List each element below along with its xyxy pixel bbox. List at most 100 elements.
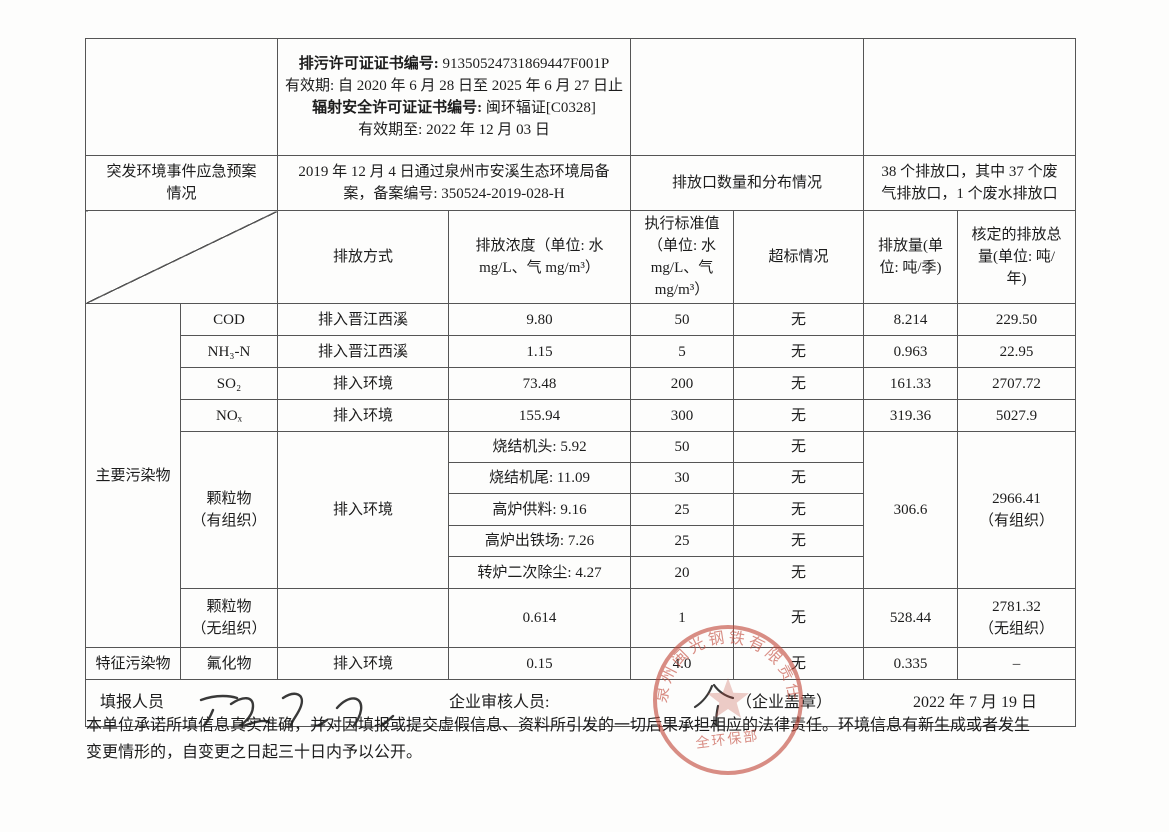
discharge-method-cell: 排入环境 (277, 647, 449, 680)
radiation-validity-line: 有效期至: 2022 年 12 月 03 日 (358, 122, 550, 138)
unorganized-particulate-label: 颗粒物 （无组织） (180, 588, 278, 648)
empty-cell (630, 38, 865, 156)
exceed-cell: 无 (733, 303, 865, 336)
header-discharge-method: 排放方式 (277, 210, 449, 304)
header-amount: 排放量(单 位: 吨/季) (863, 210, 959, 304)
organized-particulate-row-1: 颗粒物 （有组织） 排入环境 烧结机头: 5.92 50 无 306.6 296… (86, 431, 1077, 589)
standard-cell: 200 (630, 367, 735, 400)
standard-cell: 300 (630, 399, 735, 432)
outlets-label: 排放口数量和分布情况 (630, 155, 865, 211)
permit-label: 排污许可证证书编号: (298, 56, 439, 72)
declaration-text: 本单位承诺所填信息真实准确，并对因填报或提交虚假信息、资料所引发的一切后果承担相… (86, 717, 1031, 761)
empty-cell (85, 38, 278, 156)
nh3n-row: NH₃-N 排入晋江西溪 1.15 5 无 0.963 22.95 (86, 335, 1077, 368)
report-date: 2022 年 7 月 19 日 (913, 694, 1038, 711)
header-standard: 执行标准值 （单位: 水 mg/L、气 mg/m³） (630, 210, 735, 304)
concentration-cell: 转炉二次除尘: 4.27 (447, 556, 632, 589)
license-cell: 排污许可证证书编号: 91350524731869447F001P 有效期: 自… (276, 38, 632, 156)
amount-cell: 528.44 (863, 588, 959, 648)
concentration-cell: 155.94 (447, 399, 632, 432)
discharge-method-cell: 排入晋江西溪 (277, 303, 449, 336)
emergency-plan-label: 突发环境事件应急预案 情况 (85, 155, 278, 211)
total-cell: 2707.72 (957, 367, 1077, 400)
organized-total-cell: 2966.41 （有组织） (957, 431, 1077, 589)
pollutant-name: NH₃-N (180, 335, 278, 368)
standard-cell: 5 (630, 335, 735, 368)
discharge-method-cell: 排入环境 (277, 367, 449, 400)
amount-cell: 319.36 (863, 399, 959, 432)
standard-cell: 25 (630, 493, 735, 526)
concentration-cell: 高炉出铁场: 7.26 (447, 525, 632, 557)
unorganized-particulate-row: 颗粒物 （无组织） 0.614 1 无 528.44 2781.32 （无组织） (86, 588, 1077, 648)
concentration-cell: 9.80 (447, 303, 632, 336)
total-cell: 22.95 (957, 335, 1077, 368)
exceed-cell: 无 (733, 556, 865, 589)
total-cell: 2781.32 （无组织） (957, 588, 1077, 648)
exceed-cell: 无 (733, 647, 865, 680)
main-pollutant-category: 主要污染物 (85, 303, 181, 648)
total-cell: 5027.9 (957, 399, 1077, 432)
permit-number-line: 排污许可证证书编号: 91350524731869447F001P (282, 53, 626, 75)
table-header-row: 排放方式 排放浓度（单位: 水 mg/L、气 mg/m³） 执行标准值 （单位:… (85, 210, 1077, 304)
radiation-number-line: 辐射安全许可证证书编号: 闽环辐证[C0328] (282, 97, 626, 119)
concentration-cell: 0.15 (447, 647, 632, 680)
characteristic-category: 特征污染物 (85, 647, 181, 680)
environmental-info-table: 排污许可证证书编号: 91350524731869447F001P 有效期: 自… (84, 38, 1077, 727)
filler-label: 填报人员 (100, 694, 165, 711)
radiation-label: 辐射安全许可证证书编号: (312, 100, 483, 116)
concentration-cell: 0.614 (447, 588, 632, 648)
signature-row-cell: 填报人员 企业审核人员: （企业盖章） 2022 年 7 月 19 日 (84, 679, 1077, 727)
characteristic-pollutant-row: 特征污染物 氟化物 排入环境 0.15 4.0 无 0.335 – (85, 647, 1077, 680)
empty-method-cell (277, 588, 449, 648)
exceed-cell: 无 (733, 335, 865, 368)
standard-cell: 30 (630, 462, 735, 494)
signature-row: 填报人员 企业审核人员: （企业盖章） 2022 年 7 月 19 日 (84, 679, 1077, 727)
exceed-cell: 无 (733, 399, 865, 432)
cod-row: 主要污染物 COD 排入晋江西溪 9.80 50 无 8.214 229.50 (85, 303, 1077, 648)
standard-cell: 20 (630, 556, 735, 589)
pollutant-name: COD (180, 303, 278, 336)
outlets-value: 38 个排放口，其中 37 个废 气排放口，1 个废水排放口 (863, 155, 1077, 211)
concentration-cell: 烧结机尾: 11.09 (447, 462, 632, 494)
exceed-cell: 无 (733, 367, 865, 400)
total-cell: – (957, 647, 1077, 680)
empty-cell (863, 38, 1077, 156)
concentration-cell: 烧结机头: 5.92 (447, 431, 632, 463)
organized-particulate-row-2: 烧结机尾: 11.09 30 无 (86, 462, 1076, 494)
organized-amount-cell: 306.6 (863, 431, 959, 589)
exceed-cell: 无 (733, 525, 865, 557)
discharge-method-cell: 排入晋江西溪 (277, 335, 449, 368)
auditor-label: 企业审核人员: (449, 694, 550, 711)
nox-row: NOₓ 排入环境 155.94 300 无 319.36 5027.9 (86, 399, 1077, 432)
emergency-plan-row: 突发环境事件应急预案 情况 2019 年 12 月 4 日通过泉州市安溪生态环境… (85, 155, 1077, 211)
amount-cell: 0.963 (863, 335, 959, 368)
discharge-method-cell: 排入环境 (277, 399, 449, 432)
concentration-cell: 1.15 (447, 335, 632, 368)
exceed-cell: 无 (733, 588, 865, 648)
standard-cell: 50 (630, 431, 735, 463)
organized-particulate-row-5: 转炉二次除尘: 4.27 20 无 (86, 556, 1076, 589)
standard-cell: 50 (630, 303, 735, 336)
amount-cell: 161.33 (863, 367, 959, 400)
header-concentration: 排放浓度（单位: 水 mg/L、气 mg/m³） (447, 210, 632, 304)
organized-particulate-row-4: 高炉出铁场: 7.26 25 无 (86, 525, 1076, 557)
exceed-cell: 无 (733, 462, 865, 494)
standard-cell: 1 (630, 588, 735, 648)
header-exceed: 超标情况 (733, 210, 865, 304)
radiation-number: 闽环辐证[C0328] (485, 100, 596, 116)
emergency-plan-value: 2019 年 12 月 4 日通过泉州市安溪生态环境局备 案，备案编号: 350… (276, 155, 632, 211)
so2-row: SO₂ 排入环境 73.48 200 无 161.33 2707.72 (86, 367, 1077, 400)
license-row: 排污许可证证书编号: 91350524731869447F001P 有效期: 自… (85, 38, 1077, 156)
permit-validity-line: 有效期: 自 2020 年 6 月 28 日至 2025 年 6 月 27 日止 (285, 78, 623, 94)
discharge-method-cell: 排入环境 (277, 431, 449, 589)
exceed-cell: 无 (733, 431, 865, 463)
organized-particulate-row-3: 高炉供料: 9.16 25 无 (86, 493, 1076, 526)
amount-cell: 0.335 (863, 647, 959, 680)
concentration-cell: 73.48 (447, 367, 632, 400)
diagonal-header-cell (85, 210, 278, 304)
exceed-cell: 无 (733, 493, 865, 526)
organized-particulate-label: 颗粒物 （有组织） (180, 431, 278, 589)
total-cell: 229.50 (957, 303, 1077, 336)
standard-cell: 25 (630, 525, 735, 557)
